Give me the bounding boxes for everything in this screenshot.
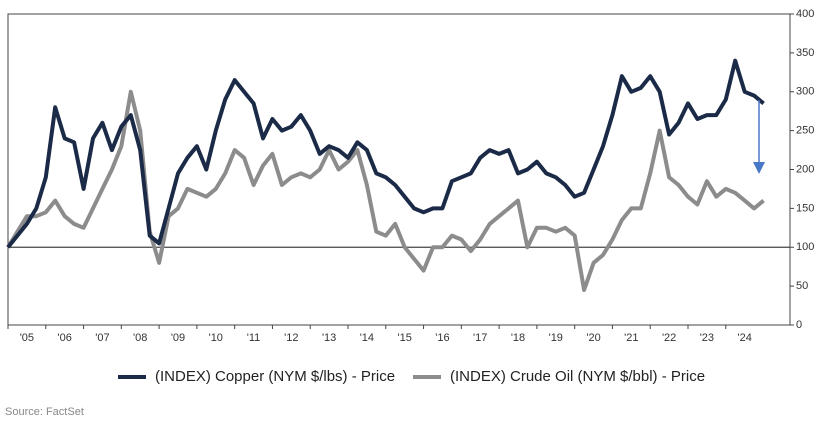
y-tick-label: 150: [796, 202, 814, 214]
x-tick-label: '16: [435, 332, 449, 344]
y-tick-label: 300: [796, 86, 814, 98]
x-tick-label: '22: [662, 332, 676, 344]
x-tick-label: '11: [247, 332, 261, 344]
x-tick-label: '06: [57, 332, 71, 344]
x-tick-label: '14: [360, 332, 374, 344]
legend-label: (INDEX) Crude Oil (NYM $/bbl) - Price: [450, 368, 705, 385]
y-tick-label: 350: [796, 47, 814, 59]
y-tick-label: 200: [796, 163, 814, 175]
x-tick-label: '17: [473, 332, 487, 344]
x-tick-label: '15: [397, 332, 411, 344]
y-tick-label: 100: [796, 241, 814, 253]
legend-label: (INDEX) Copper (NYM $/lbs) - Price: [155, 368, 395, 385]
x-tick-label: '19: [549, 332, 563, 344]
x-tick-label: '18: [511, 332, 525, 344]
x-tick-label: '20: [586, 332, 600, 344]
x-tick-label: '05: [20, 332, 34, 344]
series-line: [6, 89, 765, 292]
x-tick-label: '24: [737, 332, 751, 344]
y-tick-label: 400: [796, 8, 814, 20]
x-tick-label: '07: [95, 332, 109, 344]
x-tick-label: '09: [171, 332, 185, 344]
series-line: [6, 58, 765, 249]
x-tick-label: '10: [209, 332, 223, 344]
x-tick-label: '08: [133, 332, 147, 344]
y-tick-label: 50: [796, 280, 808, 292]
x-tick-label: '12: [284, 332, 298, 344]
x-tick-label: '13: [322, 332, 336, 344]
x-tick-label: '23: [700, 332, 714, 344]
y-tick-label: 0: [796, 319, 802, 331]
x-tick-label: '21: [624, 332, 638, 344]
source: Source: FactSet: [5, 406, 84, 418]
plot-frame: [7, 13, 791, 326]
y-tick-label: 250: [796, 125, 814, 137]
